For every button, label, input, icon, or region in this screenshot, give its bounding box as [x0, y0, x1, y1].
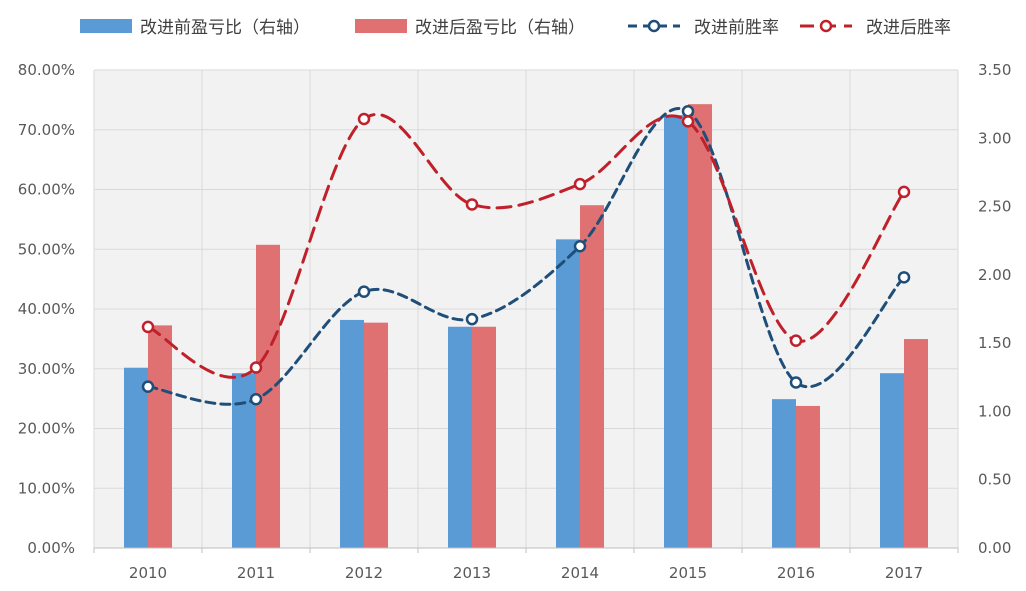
axes: 0.00% 10.00% 20.00% 30.00% 40.00% 50.00% 60.00… — [18, 61, 1012, 582]
right-axis-tick-label: 3.00 — [978, 129, 1011, 147]
legend-marker-line-after — [819, 19, 833, 33]
bar-before-2015 — [664, 115, 688, 548]
x-axis-category-label: 2013 — [453, 564, 491, 582]
bar-before-2013 — [448, 326, 472, 548]
left-axis-tick-label: 40.00% — [18, 300, 75, 318]
right-axis-tick-label: 1.50 — [978, 334, 1011, 352]
legend-label-bar-after: 改进后盈亏比（右轴） — [415, 18, 585, 38]
point-before-2012 — [357, 285, 371, 298]
point-after-2016 — [789, 334, 803, 347]
point-before-2017 — [897, 271, 911, 284]
left-axis-tick-label: 50.00% — [18, 240, 75, 258]
right-axis-tick-label: 2.50 — [978, 198, 1011, 216]
point-after-2013 — [465, 198, 479, 211]
x-axis-category-label: 2011 — [237, 564, 275, 582]
line-after-winrate — [146, 113, 906, 379]
bar-series — [124, 104, 928, 549]
bar-before-2017 — [880, 373, 904, 548]
point-before-2015 — [681, 104, 695, 118]
left-axis-tick-label: 70.00% — [18, 121, 75, 139]
x-axis-category-label: 2010 — [129, 564, 167, 582]
legend-item-bar-after: 改进后盈亏比（右轴） — [355, 18, 585, 38]
bar-after-2012 — [364, 322, 388, 548]
bar-before-2016 — [772, 399, 796, 548]
x-axis-category-label: 2014 — [561, 564, 599, 582]
legend-swatch-bar-after — [355, 19, 407, 33]
left-axis-tick-label: 20.00% — [18, 420, 75, 438]
x-axis-category-label: 2017 — [885, 564, 923, 582]
left-axis-tick-label: 30.00% — [18, 360, 75, 378]
x-axis-category-label: 2012 — [345, 564, 383, 582]
legend-item-line-after: 改进后胜率 — [800, 18, 951, 38]
legend-label-line-after: 改进后胜率 — [866, 18, 951, 38]
legend-item-bar-before: 改进前盈亏比（右轴） — [80, 18, 310, 38]
bar-after-2013 — [472, 326, 496, 548]
right-axis-tick-label: 0.00 — [978, 539, 1011, 557]
point-after-2010 — [141, 320, 155, 334]
point-after-2012 — [357, 112, 371, 126]
line-series — [141, 104, 911, 406]
point-after-2015 — [681, 115, 695, 128]
legend-marker-line-before — [647, 19, 661, 33]
x-axis-category-label: 2016 — [777, 564, 815, 582]
point-before-2013 — [465, 312, 479, 326]
left-axis-tick-label: 80.00% — [18, 61, 75, 79]
bar-after-2017 — [904, 339, 928, 548]
point-before-2011 — [249, 392, 263, 406]
point-before-2010 — [141, 380, 155, 393]
point-after-2011 — [249, 361, 263, 374]
right-axis-tick-label: 0.50 — [978, 471, 1011, 489]
left-axis-tick-label: 10.00% — [18, 479, 75, 497]
bar-before-2012 — [340, 319, 364, 548]
bar-after-2014 — [580, 205, 604, 548]
bar-after-2016 — [796, 405, 820, 548]
legend-swatch-bar-before — [80, 19, 132, 33]
legend-item-line-before: 改进前胜率 — [628, 18, 779, 38]
legend-label-line-before: 改进前胜率 — [694, 18, 779, 38]
point-before-2016 — [789, 376, 803, 389]
bar-after-2010 — [148, 325, 172, 548]
point-after-2014 — [573, 177, 587, 191]
bar-before-2014 — [556, 239, 580, 548]
right-axis-tick-label: 2.00 — [978, 266, 1011, 284]
bar-after-2015 — [688, 104, 712, 549]
point-after-2017 — [897, 185, 911, 199]
left-axis-tick-label: 0.00% — [27, 539, 75, 557]
right-axis-tick-label: 1.00 — [978, 402, 1011, 420]
x-axis-category-label: 2015 — [669, 564, 707, 582]
right-axis-tick-label: 3.50 — [978, 61, 1011, 79]
point-before-2014 — [573, 240, 587, 253]
bar-before-2010 — [124, 367, 148, 548]
legend-label-bar-before: 改进前盈亏比（右轴） — [140, 18, 310, 38]
legend: 改进前盈亏比（右轴） 改进后盈亏比（右轴） 改进前胜率 改进后胜率 — [80, 18, 951, 38]
left-axis-tick-label: 60.00% — [18, 181, 75, 199]
